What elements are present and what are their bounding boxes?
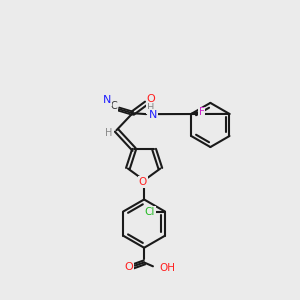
Text: C: C — [111, 101, 118, 111]
Text: O: O — [139, 177, 147, 187]
Text: N: N — [148, 110, 157, 120]
Text: O: O — [124, 262, 133, 272]
Text: N: N — [103, 95, 111, 105]
Text: H: H — [147, 103, 154, 113]
Text: OH: OH — [159, 263, 176, 273]
Text: O: O — [147, 94, 155, 104]
Text: Cl: Cl — [145, 206, 155, 217]
Text: H: H — [105, 128, 113, 138]
Text: F: F — [199, 107, 205, 118]
